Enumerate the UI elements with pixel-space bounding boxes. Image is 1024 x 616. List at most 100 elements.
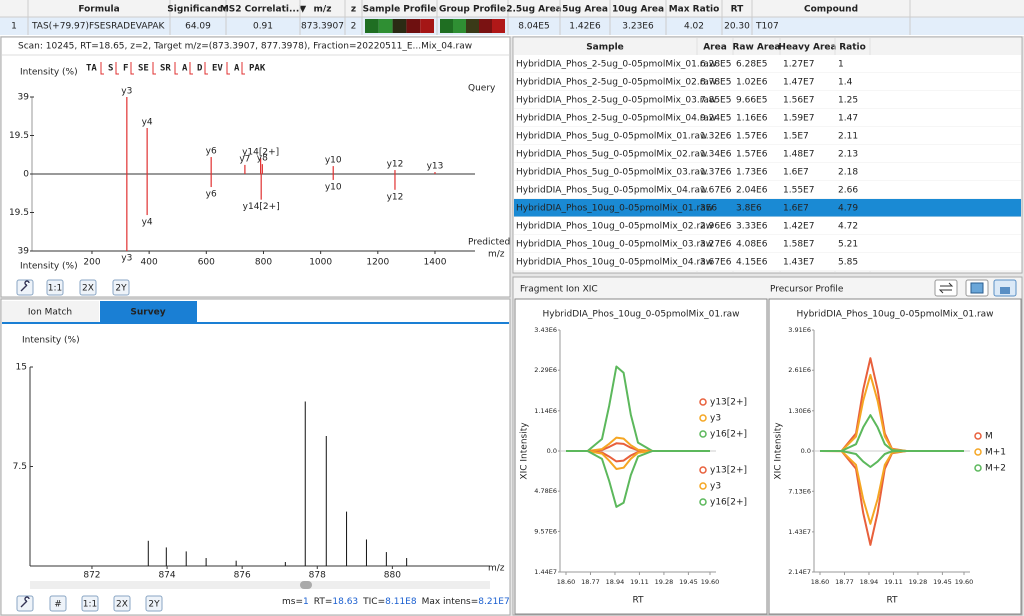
tool-button[interactable] bbox=[112, 279, 130, 296]
table-cell: 1.67E6 bbox=[700, 186, 732, 196]
column-header: 10ug Area bbox=[612, 5, 664, 15]
y-tick-label: 19.5 bbox=[9, 208, 29, 218]
table-row[interactable] bbox=[514, 73, 1021, 91]
profile-cell bbox=[420, 19, 434, 33]
table-cell: 8.04E5 bbox=[518, 22, 549, 32]
legend-marker bbox=[974, 464, 982, 472]
button-label: 1:1 bbox=[83, 600, 97, 610]
table-cell: 4.79 bbox=[838, 204, 858, 214]
scrollbar-thumb[interactable] bbox=[300, 581, 312, 589]
table-cell: 9.24E5 bbox=[700, 114, 731, 124]
table-row[interactable] bbox=[514, 109, 1021, 127]
legend-label: y13[2+] bbox=[710, 398, 747, 408]
table-cell: 1.55E7 bbox=[783, 186, 814, 196]
status-label: Max intens= bbox=[422, 597, 479, 607]
x-axis-label: m/z bbox=[488, 250, 505, 260]
y-tick-label: 2.29E6 bbox=[534, 366, 557, 374]
x-tick-label: 400 bbox=[141, 258, 158, 268]
table-cell: 1.48E7 bbox=[783, 150, 814, 160]
scrollbar-track bbox=[30, 581, 490, 589]
column-header: Formula bbox=[78, 5, 119, 15]
x-tick-label: 18.60 bbox=[557, 578, 576, 586]
x-axis-label: RT bbox=[632, 596, 644, 606]
table-cell: 3.27E6 bbox=[700, 240, 732, 250]
table-row[interactable] bbox=[514, 253, 1021, 271]
xic-curve bbox=[820, 450, 964, 468]
tool-button[interactable] bbox=[49, 595, 67, 612]
profile-cell bbox=[440, 19, 453, 33]
table-cell: 3.23E6 bbox=[622, 22, 654, 32]
y-tick-label: 9.57E6 bbox=[534, 527, 557, 535]
x-tick-label: 800 bbox=[255, 258, 272, 268]
chart-title: HybridDIA_Phos_10ug_0-05pmolMix_01.raw bbox=[542, 310, 739, 320]
legend-label: M bbox=[985, 432, 993, 442]
y-tick-label: 7.13E6 bbox=[788, 487, 811, 495]
table-row[interactable] bbox=[514, 55, 1021, 73]
table-cell: 1.4 bbox=[838, 78, 853, 88]
tool-button[interactable] bbox=[113, 595, 131, 612]
table-row[interactable] bbox=[514, 181, 1021, 199]
table-row[interactable] bbox=[514, 145, 1021, 163]
save-icon bbox=[970, 282, 984, 294]
x-tick-label: 18.77 bbox=[581, 578, 600, 586]
x-tick-label: 19.11 bbox=[630, 578, 649, 586]
table-cell: 3.67E6 bbox=[700, 258, 732, 268]
x-tick-label: 18.77 bbox=[835, 578, 854, 586]
table-row[interactable] bbox=[514, 235, 1021, 253]
x-tick-label: 19.28 bbox=[909, 578, 928, 586]
sequence-residue: A bbox=[182, 64, 188, 74]
sequence-residue: D bbox=[197, 64, 203, 74]
table-cell: 1.47E7 bbox=[783, 78, 814, 88]
y-tick-label: 0.0 bbox=[547, 447, 557, 455]
peak-label: y8 bbox=[257, 154, 268, 164]
y-tick-label: 39 bbox=[18, 247, 30, 257]
scan-info: Scan: 10245, RT=18.65, z=2, Target m/z=(… bbox=[18, 42, 472, 52]
table-cell: HybridDIA_Phos_10ug_0-05pmolMix_01.raw bbox=[516, 204, 713, 214]
table-row[interactable] bbox=[514, 127, 1021, 145]
column-header: Ratio bbox=[839, 43, 866, 53]
tool-button[interactable] bbox=[81, 595, 99, 612]
peak-label: y10 bbox=[325, 156, 342, 166]
legend-label: y3 bbox=[710, 482, 721, 492]
sequence-residue: EV bbox=[212, 64, 223, 74]
tool-button[interactable] bbox=[46, 279, 64, 296]
table-cell: HybridDIA_Phos_10ug_0-05pmolMix_04.raw bbox=[516, 258, 713, 268]
x-tick-label: 19.45 bbox=[933, 578, 952, 586]
peak-label: y7 bbox=[239, 154, 250, 164]
table-row[interactable] bbox=[514, 199, 1021, 217]
tool-button[interactable] bbox=[145, 595, 163, 612]
table-row[interactable] bbox=[514, 163, 1021, 181]
legend-marker bbox=[699, 466, 707, 474]
table-cell: 2.11 bbox=[838, 132, 858, 142]
table-cell: 6.28E5 bbox=[700, 60, 731, 70]
status-value: 1 bbox=[303, 597, 309, 607]
tab[interactable] bbox=[2, 301, 99, 323]
query-label: Query bbox=[468, 84, 496, 94]
y-tick-label: 0.0 bbox=[801, 447, 811, 455]
button-label: 2Y bbox=[148, 600, 160, 610]
peak-label: y4 bbox=[142, 218, 153, 228]
table-cell: 1.42E6 bbox=[569, 22, 601, 32]
button-label: 2Y bbox=[115, 284, 127, 294]
x-tick-label: 19.45 bbox=[679, 578, 698, 586]
table-row[interactable] bbox=[514, 217, 1021, 235]
swap-button[interactable] bbox=[934, 279, 958, 297]
tool-button[interactable] bbox=[79, 279, 97, 296]
y-tick-label: 0 bbox=[23, 170, 29, 180]
fragment-marker bbox=[226, 62, 230, 75]
row-index: 1 bbox=[11, 22, 17, 32]
table-row[interactable] bbox=[514, 91, 1021, 109]
legend-marker bbox=[699, 430, 707, 438]
predicted-label: Predicted bbox=[468, 238, 510, 248]
x-tick-label: 18.94 bbox=[860, 578, 879, 586]
x-tick-label: 878 bbox=[309, 571, 326, 581]
tab[interactable] bbox=[100, 301, 197, 323]
peak-label: y6 bbox=[206, 147, 217, 157]
table-cell: 1.57E6 bbox=[736, 150, 768, 160]
peak-label: y12 bbox=[387, 160, 404, 170]
x-tick-label: 876 bbox=[234, 571, 251, 581]
sequence-residue: SR bbox=[160, 64, 171, 74]
legend-marker bbox=[699, 414, 707, 422]
table-cell: 5.85 bbox=[838, 258, 858, 268]
